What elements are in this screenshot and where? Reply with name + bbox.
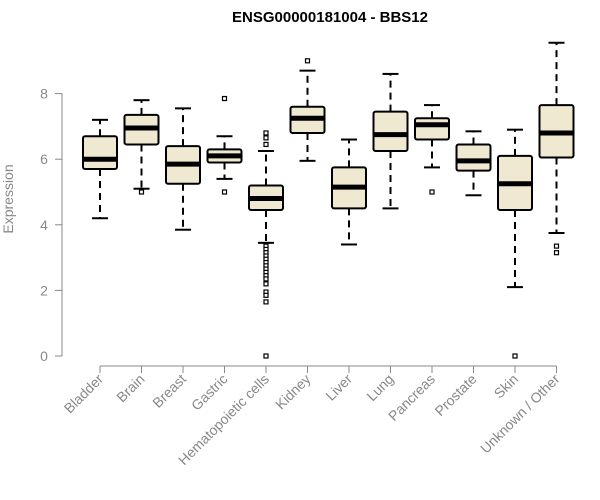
- y-tick-label: 2: [40, 282, 48, 298]
- outlier-point: [263, 141, 269, 148]
- box-iqr: [372, 110, 409, 152]
- outlier-point: [263, 281, 269, 287]
- y-tick-label: 6: [40, 151, 48, 167]
- box-iqr: [82, 135, 118, 171]
- y-axis-label: Expression: [0, 164, 16, 233]
- y-tick-label: 0: [40, 348, 48, 364]
- outlier-point: [263, 292, 269, 298]
- outlier-point: [263, 276, 269, 282]
- y-tick-label: 8: [40, 86, 48, 102]
- outlier-point: [221, 95, 228, 102]
- box-iqr: [455, 143, 492, 172]
- outlier-point: [221, 189, 228, 195]
- box-bladder: [82, 118, 118, 220]
- x-tick-label: Bladder: [61, 371, 107, 417]
- x-tick-label: Liver: [322, 371, 355, 404]
- box-unknown-other: [538, 41, 575, 256]
- x-tick-label: Unknown / Other: [477, 371, 563, 457]
- x-tick-label: Skin: [491, 371, 522, 402]
- y-axis: 0 2 4 6 8: [40, 86, 63, 364]
- y-tick-label: 4: [40, 217, 48, 233]
- outlier-point: [553, 243, 560, 249]
- outlier-point: [263, 130, 269, 136]
- outlier-point: [138, 189, 145, 195]
- box-lung: [372, 72, 409, 210]
- outlier-point: [304, 58, 311, 64]
- box-brain: [123, 99, 160, 195]
- outlier-point: [512, 353, 518, 359]
- x-tick-label: Kidney: [272, 371, 314, 413]
- x-tick-label: Lung: [363, 371, 396, 404]
- box-liver: [331, 138, 367, 246]
- box-hematopoietic-cells: [248, 130, 284, 359]
- box-breast: [165, 107, 201, 231]
- chart-title: ENSG00000181004 - BBS12: [232, 9, 428, 26]
- outlier-point: [429, 189, 435, 195]
- box-kidney: [289, 58, 326, 162]
- x-tick-label: Brain: [113, 371, 147, 405]
- x-tick-label: Prostate: [431, 371, 479, 419]
- outlier-point: [263, 299, 269, 305]
- box-group: [82, 41, 575, 359]
- box-skin: [497, 128, 533, 359]
- box-iqr: [414, 117, 450, 141]
- box-prostate: [455, 130, 492, 197]
- outlier-point: [263, 135, 269, 141]
- box-gastric: [206, 95, 243, 195]
- x-tick-label: Breast: [149, 371, 189, 411]
- box-pancreas: [414, 104, 450, 195]
- outlier-point: [263, 353, 269, 359]
- outlier-point: [553, 250, 560, 256]
